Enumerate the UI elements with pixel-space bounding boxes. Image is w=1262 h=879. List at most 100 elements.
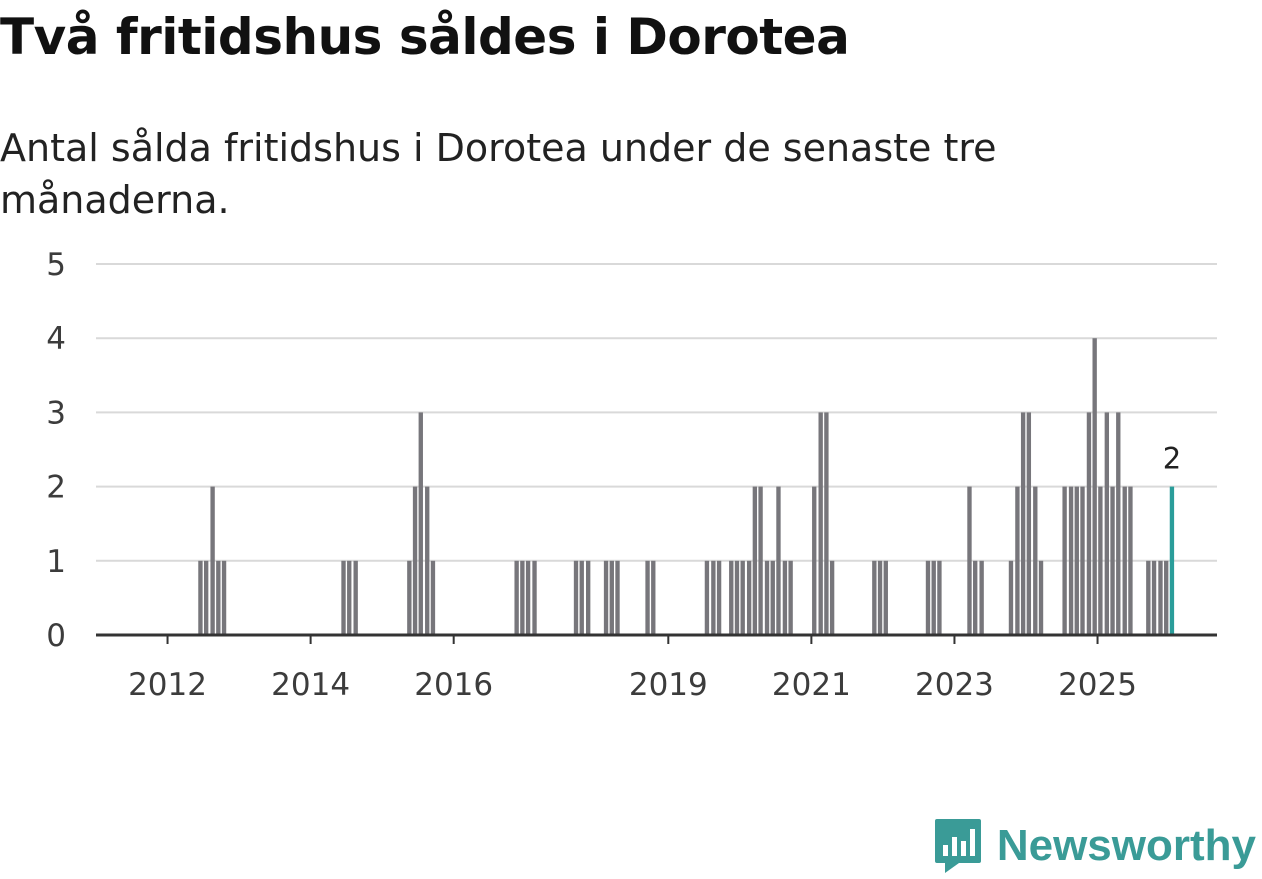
bar [412, 486, 418, 635]
bar [734, 560, 740, 635]
bar [586, 560, 591, 635]
x-tick-label: 2012 [128, 667, 207, 703]
brand-name: Newsworthy [996, 821, 1256, 870]
bar [1080, 486, 1085, 635]
bar [407, 560, 412, 635]
y-tick-label: 4 [46, 321, 66, 357]
highlight-value-label: 2 [1163, 442, 1181, 476]
newsworthy-logo-icon [934, 819, 981, 873]
bar [770, 560, 775, 635]
bar [1008, 560, 1014, 635]
bar [937, 560, 942, 635]
bar [711, 560, 716, 635]
bar [704, 560, 710, 635]
bar [872, 560, 877, 635]
bar [1151, 560, 1157, 635]
bar [514, 560, 519, 635]
bar [967, 486, 972, 635]
y-tick-label: 2 [46, 470, 66, 506]
bar [210, 486, 215, 635]
bar [573, 560, 579, 635]
bar [1033, 486, 1038, 635]
bar [758, 486, 763, 635]
y-tick-label: 0 [46, 618, 66, 654]
bar [776, 486, 781, 635]
bar [877, 560, 883, 635]
bar [1146, 560, 1151, 635]
x-tick-label: 2016 [414, 667, 493, 703]
bar [1068, 486, 1074, 635]
bar [221, 560, 227, 635]
bar [1086, 412, 1092, 635]
bar [1015, 486, 1020, 635]
bar [729, 560, 734, 635]
bar [525, 560, 531, 635]
bar [1062, 486, 1067, 635]
bar [645, 560, 650, 635]
bar [520, 560, 525, 635]
newsworthy-brand[interactable]: Newsworthy [933, 817, 1256, 875]
chart-subtitle: Antal sålda fritidshus i Dorotea under d… [0, 126, 997, 222]
bar [925, 560, 931, 635]
bar [883, 560, 888, 635]
bar [203, 560, 209, 635]
bar [829, 560, 835, 635]
bar [782, 560, 788, 635]
bar [1164, 560, 1169, 635]
x-tick-label: 2025 [1058, 667, 1137, 703]
bar [812, 486, 817, 635]
bar [198, 560, 203, 635]
gridlines [96, 263, 1217, 562]
bar [1038, 560, 1044, 635]
bar [651, 560, 656, 635]
bars [198, 338, 1175, 635]
bar [1074, 486, 1079, 635]
bar [579, 560, 584, 635]
chart-title: Två fritidshus såldes i Dorotea [0, 8, 850, 66]
y-axis-ticks: 0 1 2 3 4 5 [46, 247, 66, 654]
bar [609, 560, 614, 635]
bar [1128, 486, 1133, 635]
bar [764, 560, 770, 635]
x-tick-label: 2021 [772, 667, 851, 703]
bar [603, 560, 609, 635]
bar [430, 560, 436, 635]
bar [818, 412, 823, 635]
x-tick-label: 2019 [629, 667, 708, 703]
bar [1122, 486, 1127, 635]
bar [1020, 412, 1026, 635]
data-labels: 2 [1163, 442, 1181, 476]
bar [1158, 560, 1163, 635]
bar [353, 560, 358, 635]
bar [752, 486, 758, 635]
bar [1110, 486, 1115, 635]
bar [973, 560, 978, 635]
x-axis-ticks: 2012 2014 2016 2019 2021 2023 2025 [128, 635, 1137, 703]
bar [347, 560, 352, 635]
y-tick-label: 1 [46, 544, 66, 580]
bar [931, 560, 936, 635]
bar [716, 560, 722, 635]
bar [788, 560, 793, 635]
bar [418, 412, 423, 635]
bar [341, 560, 346, 635]
bar [979, 560, 984, 635]
bar [740, 560, 745, 635]
y-tick-label: 3 [46, 395, 66, 431]
bar [1104, 412, 1110, 635]
bar [824, 412, 829, 635]
bar-highlight [1169, 486, 1175, 635]
bar [1116, 412, 1121, 635]
bar [532, 560, 537, 635]
bar [1098, 486, 1103, 635]
y-tick-label: 5 [46, 247, 66, 283]
bar [425, 486, 430, 635]
bar [1026, 412, 1032, 635]
bar [1092, 338, 1097, 635]
x-tick-label: 2023 [915, 667, 994, 703]
x-tick-label: 2014 [271, 667, 350, 703]
bar [746, 560, 752, 635]
bar [615, 560, 620, 635]
bar [216, 560, 221, 635]
